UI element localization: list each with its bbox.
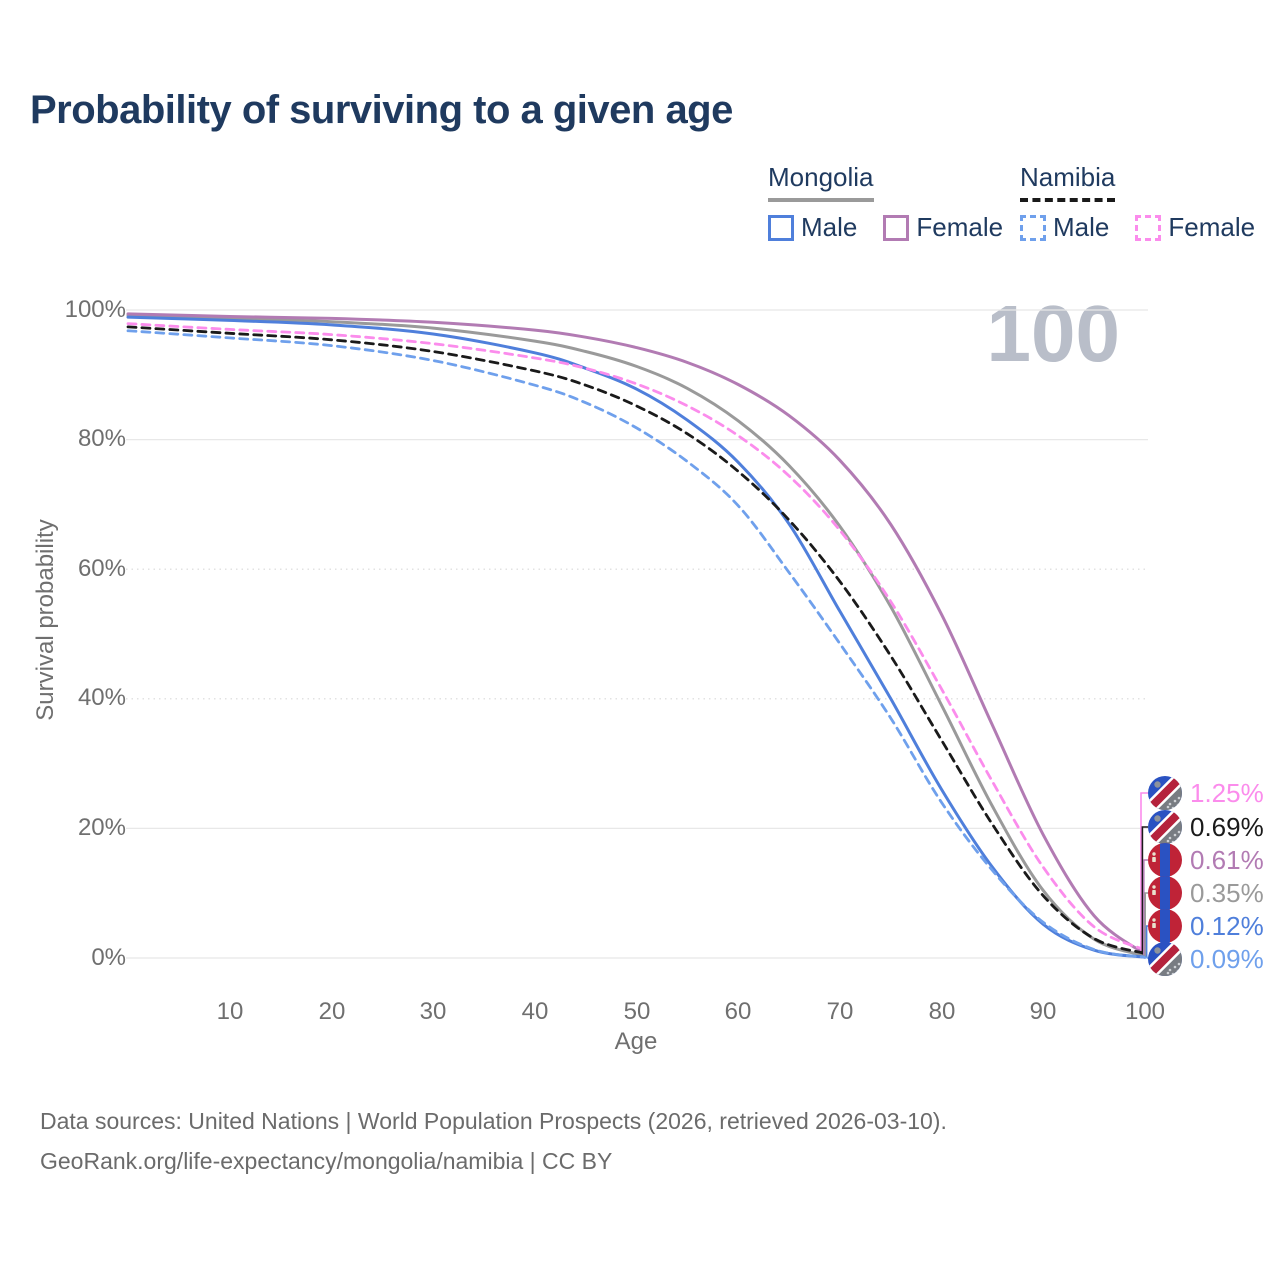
- x-axis-title: Age: [614, 1028, 658, 1055]
- namibia-flag-icon: [1148, 810, 1182, 844]
- legend-label: Female: [1168, 212, 1256, 242]
- x-tick: 100: [1124, 998, 1166, 1025]
- x-tick: 20: [318, 998, 346, 1025]
- end-label-namibia-male[interactable]: 0.09%: [1148, 942, 1264, 976]
- x-tick: 90: [1029, 998, 1057, 1025]
- end-label-mongolia-total[interactable]: 0.35%: [1148, 876, 1264, 910]
- y-tick: 100%: [64, 296, 126, 323]
- end-label-mongolia-male[interactable]: 0.12%: [1148, 909, 1264, 943]
- age-watermark: 100: [986, 289, 1120, 378]
- legend-label: Male: [801, 212, 858, 242]
- legend-group-namibia: Namibia Male Female: [1020, 162, 1255, 243]
- end-value: 0.35%: [1190, 878, 1264, 908]
- legend-item-namibia-male[interactable]: Male: [1020, 212, 1109, 243]
- end-label-namibia-female[interactable]: 1.25%: [1148, 776, 1264, 810]
- legend-label: Male: [1053, 212, 1110, 242]
- end-value: 1.25%: [1190, 778, 1264, 808]
- mongolia-flag-icon: [1148, 876, 1182, 910]
- y-axis-title: Survival probability: [32, 519, 59, 721]
- y-tick: 0%: [91, 944, 126, 971]
- legend-item-namibia-female[interactable]: Female: [1135, 212, 1255, 243]
- end-value: 0.12%: [1190, 911, 1264, 941]
- namibia-male-swatch-icon: [1020, 214, 1046, 241]
- end-value: 0.09%: [1190, 944, 1264, 974]
- legend-item-mongolia-female[interactable]: Female: [883, 212, 1003, 243]
- x-tick: 80: [928, 998, 956, 1025]
- mongolia-flag-icon: [1148, 909, 1182, 943]
- attribution-link[interactable]: GeoRank.org/life-expectancy/mongolia/nam…: [40, 1148, 613, 1174]
- legend-country-namibia[interactable]: Namibia: [1020, 162, 1116, 202]
- y-tick: 60%: [77, 555, 126, 582]
- namibia-flag-icon: [1148, 942, 1182, 976]
- y-tick: 20%: [77, 814, 126, 841]
- end-value: 0.61%: [1190, 845, 1264, 875]
- end-value: 0.69%: [1190, 812, 1264, 842]
- namibia-female-swatch-icon: [1135, 214, 1162, 241]
- x-tick: 60: [724, 998, 752, 1025]
- x-tick: 40: [521, 998, 549, 1025]
- x-tick: 70: [826, 998, 854, 1025]
- end-label-mongolia-female[interactable]: 0.61%: [1148, 843, 1264, 877]
- y-tick: 40%: [77, 684, 126, 711]
- legend-group-mongolia: Mongolia Male Female: [768, 162, 1003, 243]
- legend-item-mongolia-male[interactable]: Male: [768, 212, 857, 243]
- y-tick: 80%: [77, 425, 126, 452]
- page-title: Probability of surviving to a given age: [30, 88, 733, 132]
- end-label-namibia-total[interactable]: 0.69%: [1148, 810, 1264, 844]
- legend-country-mongolia[interactable]: Mongolia: [768, 162, 874, 202]
- mongolia-female-swatch-icon: [883, 214, 910, 241]
- mongolia-flag-icon: [1148, 843, 1182, 877]
- mongolia-male-swatch-icon: [768, 214, 794, 241]
- legend-label: Female: [916, 212, 1004, 242]
- data-source-note: Data sources: United Nations | World Pop…: [40, 1108, 947, 1134]
- namibia-flag-icon: [1148, 776, 1182, 810]
- x-tick: 30: [419, 998, 447, 1025]
- x-tick: 50: [623, 998, 651, 1025]
- x-tick: 10: [216, 998, 244, 1025]
